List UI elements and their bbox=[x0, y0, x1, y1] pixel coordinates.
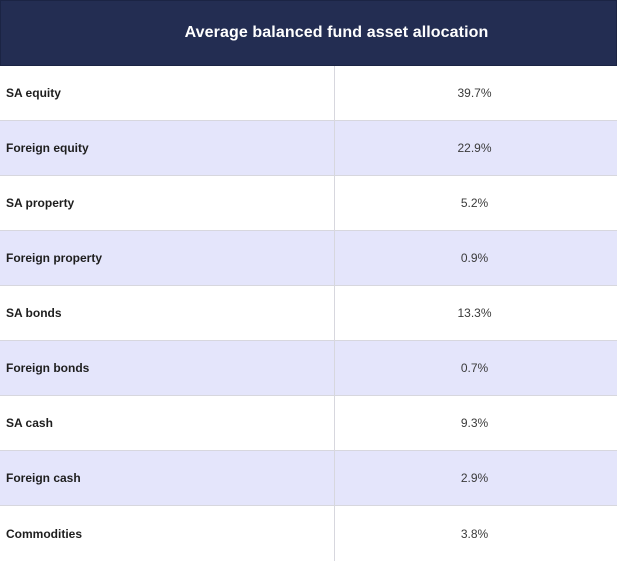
table-title: Average balanced fund asset allocation bbox=[184, 24, 489, 41]
table-body: SA equity 39.7% Foreign equity 22.9% SA prop… bbox=[0, 66, 617, 561]
row-value: 0.7% bbox=[460, 361, 489, 375]
row-label: SA cash bbox=[0, 396, 335, 450]
table-row: Foreign property 0.9% bbox=[0, 231, 617, 286]
row-label: Commodities bbox=[0, 506, 335, 561]
row-label: SA equity bbox=[0, 66, 335, 120]
row-value: 39.7% bbox=[457, 86, 492, 100]
row-label: Foreign cash bbox=[0, 451, 335, 505]
row-label: Foreign equity bbox=[0, 121, 335, 175]
row-value: 3.8% bbox=[460, 526, 489, 541]
row-value: 2.9% bbox=[460, 471, 489, 485]
table-row: SA cash 9.3% bbox=[0, 396, 617, 451]
table-row: SA equity 39.7% bbox=[0, 66, 617, 121]
row-label: SA property bbox=[0, 176, 335, 230]
table-row: Foreign equity 22.9% bbox=[0, 121, 617, 176]
table-row: SA bonds 13.3% bbox=[0, 286, 617, 341]
row-value: 22.9% bbox=[457, 141, 492, 155]
table-row: SA property 5.2% bbox=[0, 176, 617, 231]
table-header: Average balanced fund asset allocation bbox=[0, 0, 617, 66]
table-row: Foreign bonds 0.7% bbox=[0, 341, 617, 396]
row-label: SA bonds bbox=[0, 286, 335, 340]
row-label: Foreign property bbox=[0, 231, 335, 285]
row-value: 5.2% bbox=[460, 196, 489, 210]
row-value: 0.9% bbox=[460, 251, 489, 265]
row-value: 9.3% bbox=[460, 416, 489, 430]
row-value: 13.3% bbox=[457, 306, 492, 320]
table-row: Foreign cash 2.9% bbox=[0, 451, 617, 506]
row-label: Foreign bonds bbox=[0, 341, 335, 395]
table-row: Commodities 3.8% bbox=[0, 506, 617, 561]
